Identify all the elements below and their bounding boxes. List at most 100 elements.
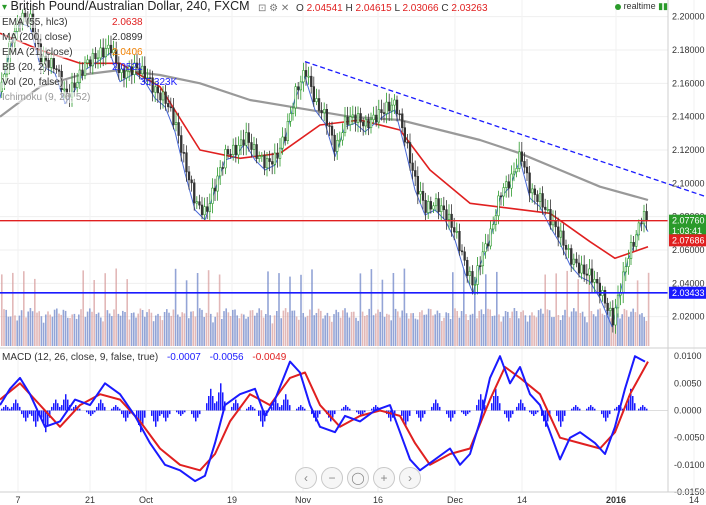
- macd-y-tick-label: -0.0050: [674, 433, 705, 443]
- volume-bar: [388, 314, 390, 346]
- price-tag-label: 2.03433: [672, 288, 705, 298]
- candle-body: [122, 68, 126, 79]
- volume-bar: [471, 313, 474, 346]
- macd-legend[interactable]: MACD (12, 26, close, 9, false, true) -0.…: [2, 352, 287, 363]
- macd-histogram-bar: [493, 396, 495, 411]
- volume-bar: [366, 315, 368, 346]
- macd-histogram-bar: [452, 410, 454, 418]
- macd-histogram-bar: [506, 410, 508, 418]
- candle-body: [614, 307, 617, 326]
- macd-histogram-bar: [195, 410, 197, 422]
- candle-body: [544, 206, 547, 210]
- candle-body: [200, 204, 204, 216]
- candle-body: [55, 68, 58, 70]
- macd-histogram-bar: [216, 401, 218, 411]
- indicator-ichimoku[interactable]: Ichimoku (9, 26, 52): [2, 92, 91, 103]
- macd-histogram-bar: [343, 406, 345, 411]
- macd-histogram-bar: [129, 410, 131, 415]
- macd-histogram-bar: [302, 406, 304, 411]
- scroll-right-button[interactable]: ›: [399, 467, 421, 489]
- volume-bar: [67, 317, 69, 346]
- macd-histogram-bar: [271, 406, 273, 411]
- macd-histogram-bar: [401, 410, 403, 416]
- volume-bar: [25, 317, 27, 346]
- indicator-ema21[interactable]: EMA (21, close): [2, 47, 73, 58]
- x-tick-label: 2016: [606, 495, 626, 505]
- indicator-ma200[interactable]: MA (200, close): [2, 32, 72, 43]
- volume-bar: [493, 315, 496, 346]
- reset-button[interactable]: ◯: [347, 467, 369, 489]
- candle-body: [416, 176, 420, 195]
- volume-bar: [416, 319, 419, 346]
- candle-body: [294, 86, 297, 109]
- volume-bar: [40, 316, 43, 346]
- candle-body: [154, 86, 157, 93]
- macd-histogram-bar: [418, 410, 420, 418]
- macd-histogram-bar: [178, 410, 180, 415]
- scroll-left-button[interactable]: ‹: [295, 467, 317, 489]
- macd-histogram-bar: [159, 410, 161, 416]
- candle-body: [538, 193, 542, 202]
- candle-body: [338, 139, 342, 142]
- zoom-out-button[interactable]: −: [321, 467, 343, 489]
- volume-bar: [408, 318, 410, 346]
- candle-body: [572, 258, 576, 265]
- macd-histogram-bar: [469, 410, 471, 413]
- indicator-vol[interactable]: Vol (20, false): [2, 77, 64, 88]
- candle-body: [541, 193, 544, 208]
- candle-body: [375, 114, 378, 123]
- volume-bar: [507, 311, 509, 346]
- candle-body: [102, 47, 105, 58]
- x-tick-label: 14: [517, 495, 527, 505]
- macd-histogram-bar: [138, 410, 140, 425]
- macd-histogram-bar: [603, 410, 605, 418]
- volume-bar: [357, 320, 359, 346]
- volume-bar: [535, 317, 538, 346]
- candle-body: [297, 86, 300, 91]
- volume-bar: [344, 308, 346, 346]
- macd-histogram-bar: [220, 383, 222, 411]
- candle-body: [229, 153, 232, 156]
- candle-body: [125, 70, 128, 79]
- volume-bar: [608, 311, 610, 346]
- indicator-bb[interactable]: BB (20, 2): [2, 62, 48, 73]
- volume-bar: [370, 269, 373, 346]
- candle-body: [273, 152, 277, 165]
- macd-histogram-bar: [522, 403, 524, 411]
- candle-body: [203, 206, 206, 216]
- price-tag-label: 2.07686: [672, 235, 705, 245]
- macd-histogram-bar: [17, 403, 19, 411]
- macd-histogram-bar: [431, 406, 433, 411]
- volume-bar: [430, 309, 432, 346]
- macd-histogram-bar: [197, 410, 199, 418]
- candle-body: [629, 242, 633, 259]
- volume-bar: [185, 280, 188, 346]
- macd-histogram-bar: [437, 403, 439, 411]
- volume-bar: [201, 309, 203, 346]
- y-tick-label: 2.04000: [672, 278, 705, 288]
- volume-bar: [581, 311, 584, 346]
- candle-body: [291, 107, 295, 114]
- y-tick-label: 2.18000: [672, 45, 705, 55]
- candle-body: [580, 264, 583, 274]
- macd-histogram-bar: [281, 405, 283, 411]
- candle-body: [315, 98, 318, 103]
- chart-title: ▾ British Pound/Australian Dollar, 240, …: [2, 0, 250, 13]
- macd-histogram-bar: [55, 399, 57, 411]
- macd-histogram-bar: [111, 408, 113, 411]
- macd-histogram-bar: [394, 410, 396, 415]
- candle-body: [455, 231, 459, 233]
- volume-bar: [625, 310, 628, 346]
- volume-bar: [181, 312, 183, 346]
- volume-bar: [75, 318, 78, 346]
- y-tick-label: 2.06000: [672, 245, 705, 255]
- volume-bar: [298, 319, 300, 346]
- collapse-icon[interactable]: ▾: [2, 2, 8, 13]
- macd-histogram-bar: [516, 406, 518, 411]
- zoom-in-button[interactable]: +: [373, 467, 395, 489]
- indicator-ema55[interactable]: EMA (55, hlc3): [2, 17, 68, 28]
- volume-bar: [579, 313, 582, 346]
- x-tick-label: Oct: [139, 495, 154, 505]
- volume-bar: [570, 311, 573, 346]
- legend-tools-icon[interactable]: ⊡ ⚙ ✕: [258, 3, 290, 14]
